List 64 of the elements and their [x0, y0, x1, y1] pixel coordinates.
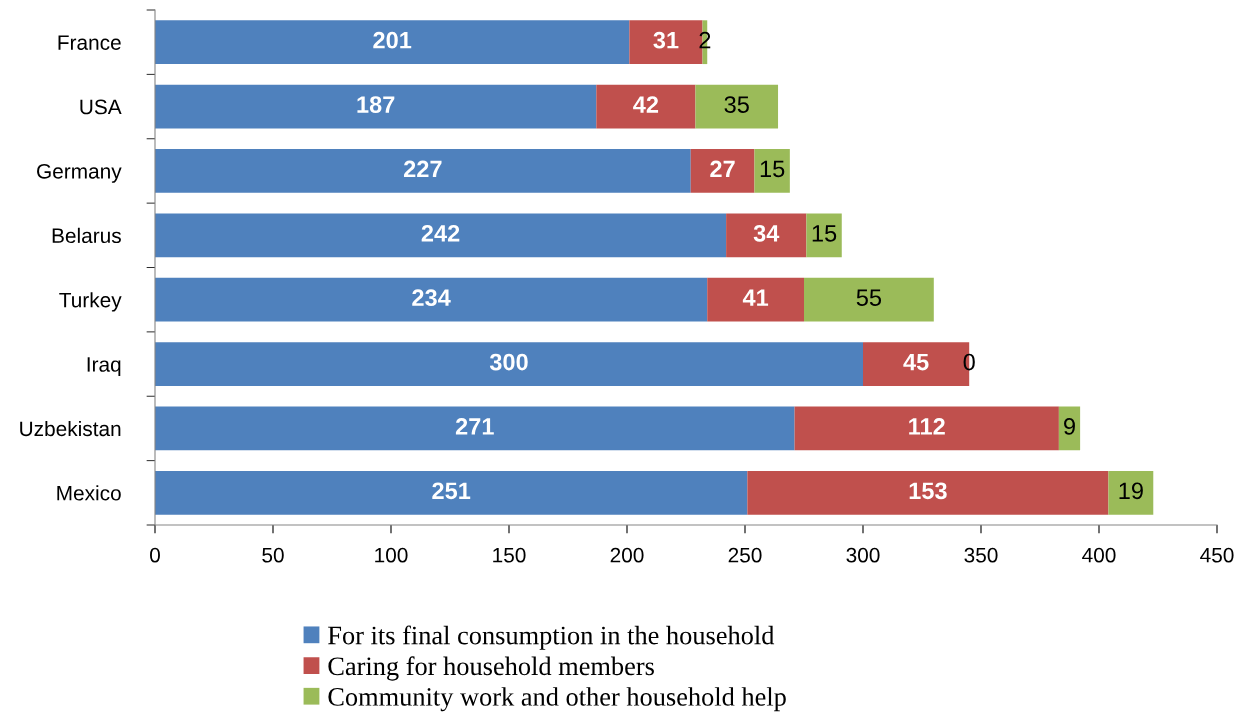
data-label: 45: [903, 353, 929, 371]
data-label: 201: [373, 31, 412, 49]
x-tick-label: 200: [610, 547, 644, 563]
data-label: 227: [403, 160, 442, 178]
data-label: 27: [710, 160, 735, 178]
data-label: 300: [489, 353, 528, 371]
y-tick-label: Belarus: [52, 227, 121, 244]
bar: [806, 213, 842, 258]
data-label: 271: [455, 418, 494, 435]
y-tick-label: Turkey: [59, 292, 122, 312]
x-tick-label: 400: [1082, 547, 1116, 563]
bar: [726, 213, 807, 258]
bar: [155, 213, 727, 258]
bar: [155, 149, 691, 193]
data-label: 2: [699, 31, 711, 49]
bar: [804, 277, 934, 322]
data-label: 187: [357, 96, 395, 113]
data-label: 15: [812, 225, 837, 242]
bar: [747, 470, 1109, 515]
y-tick-label: Germany: [37, 163, 122, 183]
data-label: 34: [753, 224, 780, 242]
data-label: 41: [742, 289, 769, 306]
x-tick-label: 50: [262, 547, 284, 563]
data-label: 15: [760, 160, 785, 178]
x-tick-label: 150: [493, 547, 526, 563]
y-tick-label: Uzbekistan: [20, 420, 121, 437]
data-label: 19: [1119, 482, 1143, 500]
data-label: 42: [633, 96, 659, 113]
bar: [155, 20, 630, 65]
x-tick-label: 100: [375, 547, 408, 563]
bar: [155, 277, 708, 322]
x-tick-label: 350: [964, 547, 998, 563]
bar: [707, 277, 804, 322]
bar: [596, 84, 696, 129]
bar: [794, 406, 1059, 451]
bar: [695, 84, 779, 129]
bar: [754, 149, 790, 193]
data-label: 55: [856, 289, 882, 307]
data-label: 242: [421, 224, 460, 242]
bar: [690, 149, 755, 193]
y-tick-label: USA: [80, 99, 122, 115]
y-tick-label: Iraq: [87, 357, 121, 376]
y-tick-label: Mexico: [57, 485, 121, 501]
data-label: 9: [1064, 418, 1075, 435]
y-tick-label: France: [58, 35, 121, 50]
data-label: 0: [963, 353, 975, 371]
bar: [155, 342, 863, 386]
bar: [1108, 470, 1154, 515]
bar: [155, 470, 748, 515]
data-label: 234: [412, 289, 451, 307]
x-tick-label: 250: [728, 547, 762, 563]
data-label: 31: [653, 31, 679, 49]
x-tick-label: 300: [846, 547, 880, 563]
data-label: 35: [724, 96, 749, 113]
bar: [155, 84, 597, 129]
bar: [155, 406, 795, 451]
x-tick-label: 450: [1200, 547, 1234, 563]
x-tick-label: 0: [150, 547, 160, 563]
data-label: 251: [432, 482, 471, 500]
data-label: 112: [909, 418, 945, 435]
data-label: 153: [909, 482, 947, 500]
legend-label: For its final consumption in the household: [328, 625, 775, 650]
legend-label: Community work and other household help: [328, 687, 786, 712]
legend-label: Caring for household members: [328, 656, 654, 681]
